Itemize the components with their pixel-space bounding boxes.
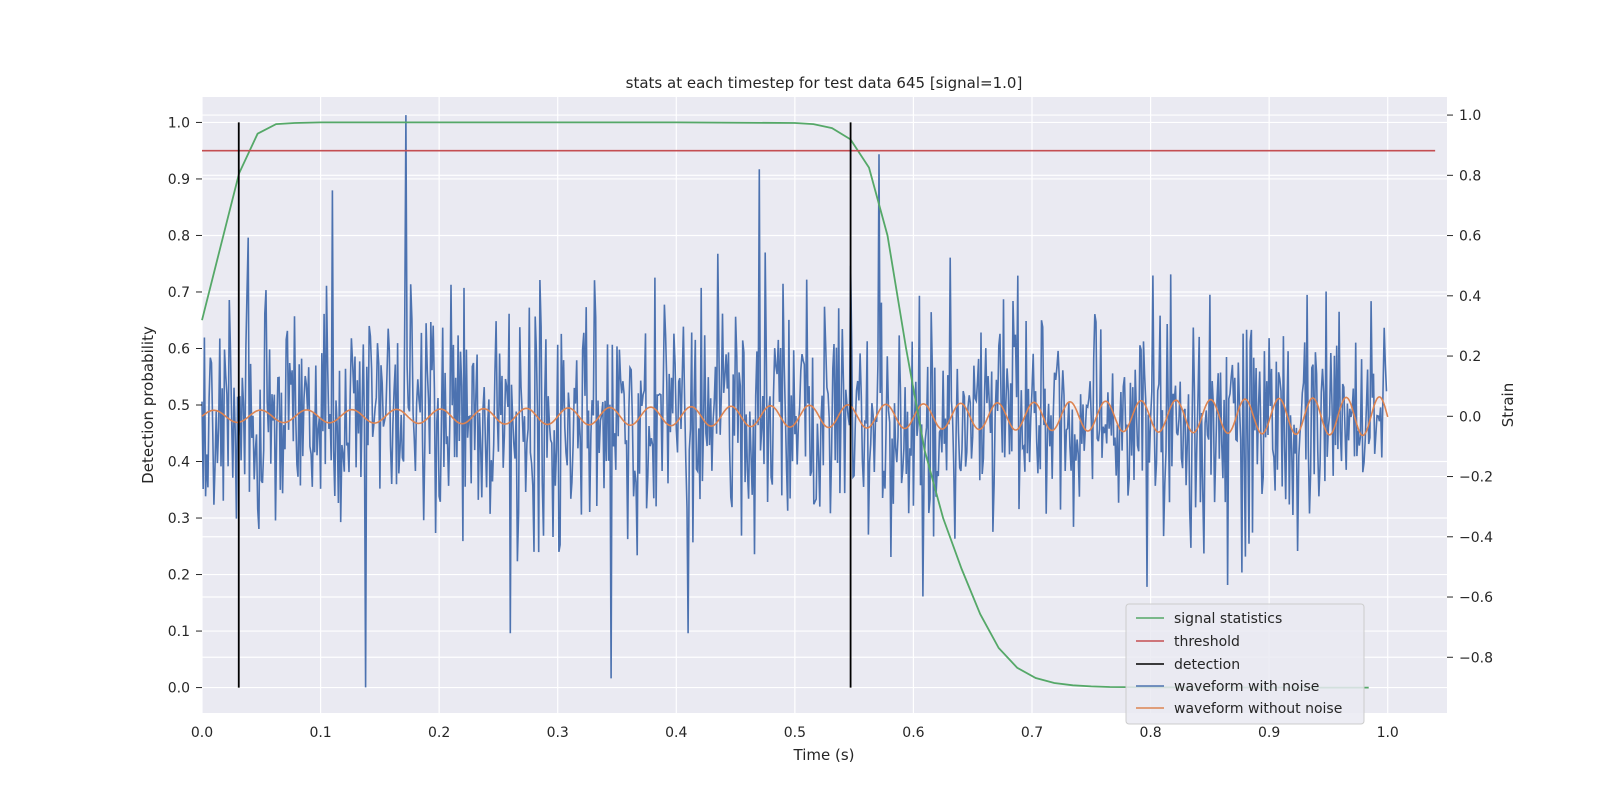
y-left-tick-label: 0.7 — [168, 285, 190, 301]
ticks-layer: 0.0 0.1 0.2 0.3 0.4 0.5 0.6 0.7 0.8 0.9 1.0 0.0 0.1 0… — [168, 108, 1493, 741]
series-waveform-with-noise — [201, 115, 1388, 688]
series-signal-statistics — [201, 121, 1369, 689]
x-tick-label: 0.7 — [1021, 725, 1043, 741]
y-right-tick-label: −0.6 — [1459, 590, 1493, 606]
legend-label-threshold: threshold — [1174, 634, 1240, 650]
x-tick-label: 1.0 — [1377, 725, 1399, 741]
chart-title: stats at each timestep for test data 645… — [626, 74, 1023, 92]
y-left-tick-label: 0.8 — [168, 228, 190, 244]
y-left-tick-label: 0.3 — [168, 511, 190, 527]
y-right-tick-label: 0.6 — [1459, 229, 1481, 245]
y-right-tick-label: −0.2 — [1459, 470, 1493, 486]
y-left-tick-label: 0.6 — [168, 341, 190, 357]
x-tick-label: 0.9 — [1258, 725, 1280, 741]
y-right-tick-label: 1.0 — [1459, 108, 1481, 124]
y-left-tick-label: 0.5 — [168, 398, 190, 414]
x-tick-label: 0.3 — [547, 725, 569, 741]
series-waveform-without-noise — [201, 396, 1389, 437]
y-axis-right-title: Strain — [1499, 383, 1517, 427]
y-right-tick-label: 0.4 — [1459, 289, 1481, 305]
legend-label-waveform-without-noise: waveform without noise — [1174, 701, 1342, 717]
legend-label-detection: detection — [1174, 657, 1240, 673]
legend-label-waveform-with-noise: waveform with noise — [1174, 679, 1319, 695]
x-tick-label: 0.0 — [191, 725, 213, 741]
y-left-tick-label: 0.1 — [168, 624, 190, 640]
legend-label-signal-statistics: signal statistics — [1174, 611, 1282, 627]
legend: signal statistics threshold detection wa… — [1125, 603, 1365, 725]
y-right-tick-label: −0.8 — [1459, 650, 1493, 666]
y-right-tick-label: −0.4 — [1459, 530, 1493, 546]
x-tick-label: 0.8 — [1139, 725, 1161, 741]
y-axis-left-title: Detection probability — [139, 326, 157, 484]
y-left-tick-label: 0.0 — [168, 681, 190, 697]
y-right-tick-label: 0.8 — [1459, 168, 1481, 184]
x-tick-label: 0.2 — [428, 725, 450, 741]
y-left-tick-label: 0.9 — [168, 172, 190, 188]
y-right-tick-label: 0.2 — [1459, 349, 1481, 365]
x-tick-label: 0.6 — [902, 725, 924, 741]
series-layer — [201, 115, 1436, 689]
legend-box — [1125, 603, 1365, 725]
x-tick-label: 0.4 — [665, 725, 687, 741]
x-tick-label: 0.1 — [309, 725, 331, 741]
x-axis-title: Time (s) — [793, 746, 855, 764]
y-left-tick-label: 1.0 — [168, 115, 190, 131]
y-right-tick-label: 0.0 — [1459, 409, 1481, 425]
x-tick-label: 0.5 — [784, 725, 806, 741]
y-left-tick-label: 0.4 — [168, 455, 190, 471]
y-left-tick-label: 0.2 — [168, 568, 190, 584]
